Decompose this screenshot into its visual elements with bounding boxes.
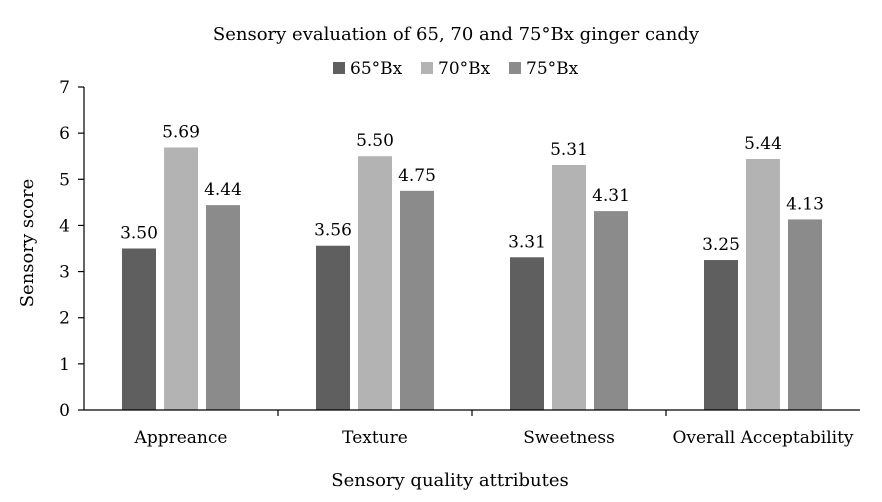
bar — [122, 248, 156, 410]
data-label: 3.31 — [508, 232, 546, 252]
legend-label: 70°Bx — [438, 59, 491, 79]
y-tick-label: 1 — [59, 355, 70, 375]
x-axis: Appreance Texture Sweetness Overall Accepta… — [84, 409, 860, 448]
legend: 65°Bx 70°Bx 75°Bx — [333, 59, 579, 79]
data-label: 4.44 — [204, 180, 242, 200]
data-label: 5.31 — [550, 140, 588, 160]
legend-swatch — [421, 62, 433, 74]
legend-label: 75°Bx — [526, 59, 579, 79]
y-tick-label: 3 — [59, 263, 70, 283]
y-tick-label: 2 — [59, 309, 70, 329]
bar — [358, 156, 392, 410]
data-label: 5.50 — [356, 131, 394, 151]
y-axis-title: Sensory score — [17, 179, 38, 308]
data-label: 4.75 — [398, 166, 436, 186]
y-tick-label: 7 — [59, 78, 70, 98]
y-tick-label: 5 — [59, 170, 70, 190]
bar — [704, 260, 738, 410]
bar — [400, 190, 434, 410]
bar — [164, 147, 198, 410]
bars: 3.50 5.69 4.44 3.56 5.504.75 3.31 5.31 4.31 3.25… — [120, 122, 824, 410]
y-axis: 0 1 2 3 4 5 6 7 — [59, 78, 85, 421]
y-tick-label: 0 — [59, 401, 70, 421]
data-label: 4.31 — [592, 186, 630, 206]
legend-label: 65°Bx — [350, 59, 403, 79]
bar — [316, 245, 350, 410]
y-tick-label: 4 — [59, 216, 70, 236]
legend-swatch — [333, 62, 345, 74]
bar — [594, 211, 628, 410]
x-tick-label: Sweetness — [523, 428, 615, 448]
data-label: 3.56 — [314, 221, 352, 241]
data-label: 3.25 — [702, 235, 740, 255]
bar — [788, 219, 822, 410]
x-tick-label: Appreance — [134, 428, 228, 448]
bar — [746, 158, 780, 410]
x-axis-title: Sensory quality attributes — [331, 470, 568, 491]
legend-swatch — [509, 62, 521, 74]
x-tick-label: Texture — [342, 428, 408, 448]
data-label: 5.69 — [162, 122, 200, 142]
x-tick-label: Overall Acceptability — [673, 428, 854, 448]
data-label: 3.50 — [120, 224, 158, 244]
data-label: 5.44 — [744, 134, 782, 154]
chart-title: Sensory evaluation of 65, 70 and 75°Bx g… — [213, 24, 700, 45]
bar — [552, 164, 586, 410]
bar — [206, 205, 240, 410]
data-label: 4.13 — [786, 194, 824, 214]
y-tick-label: 6 — [59, 124, 70, 144]
bar — [510, 257, 544, 410]
